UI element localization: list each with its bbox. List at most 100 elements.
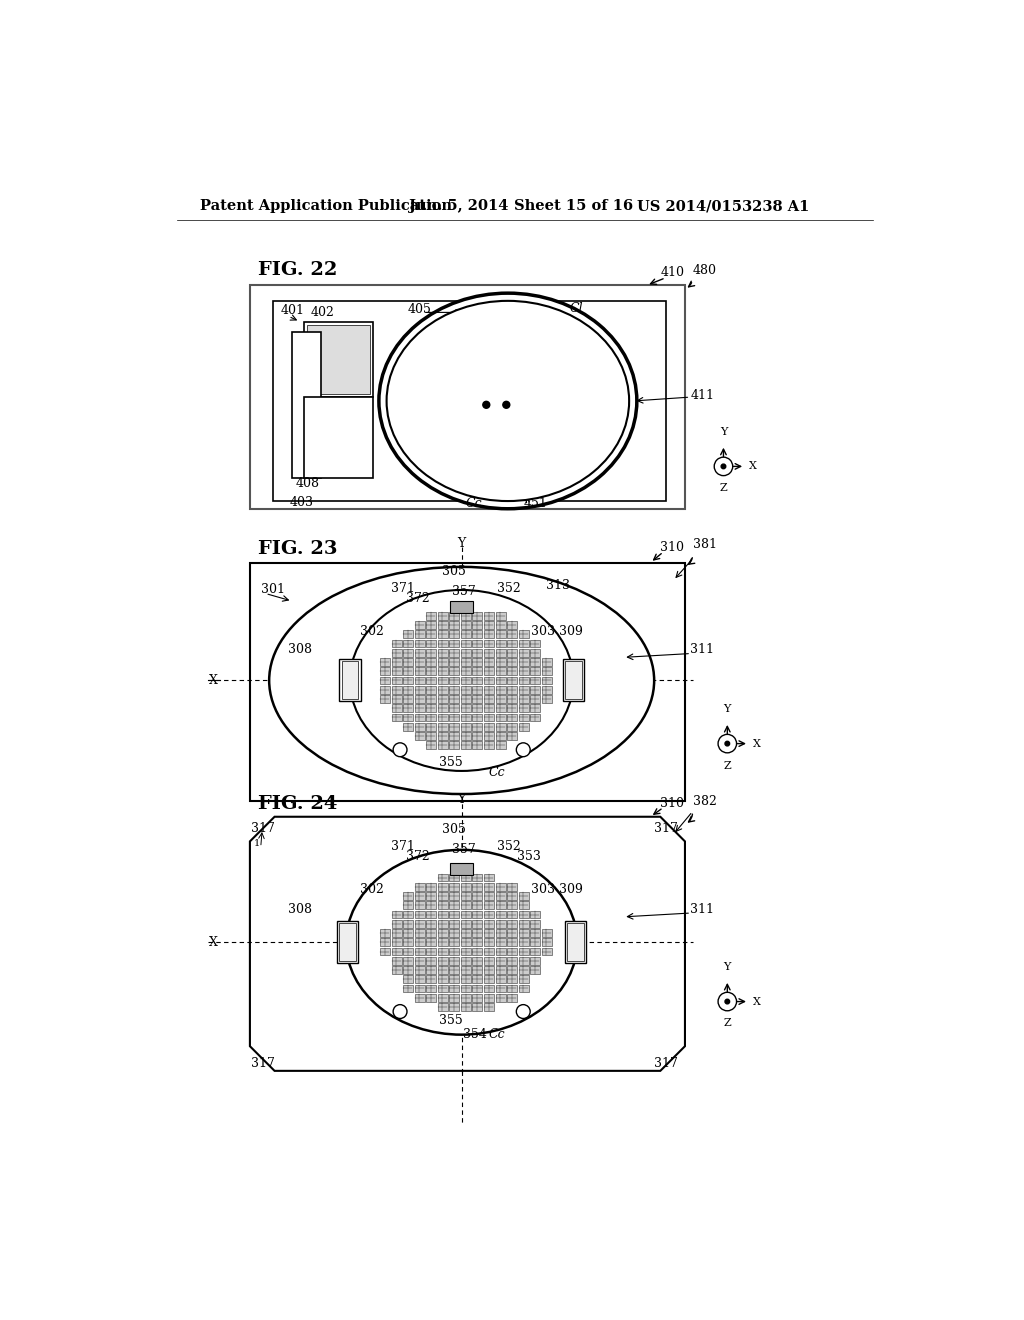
Bar [507,994,517,1002]
Bar [496,948,506,956]
Bar [518,975,528,983]
Bar [415,939,425,946]
Bar [472,723,482,730]
Bar [426,920,436,928]
Bar [484,742,494,748]
Bar [415,994,425,1002]
Bar [426,902,436,909]
Bar [472,668,482,675]
Bar [507,920,517,928]
Text: 401: 401 [281,305,305,317]
Polygon shape [250,817,685,1071]
Bar [484,705,494,711]
Bar [496,957,506,965]
Bar [496,631,506,638]
Text: 372: 372 [407,850,430,863]
Text: Patent Application Publication: Patent Application Publication [200,199,452,213]
Bar [403,659,413,665]
Bar [496,622,506,628]
Bar [339,923,356,961]
Bar [273,301,666,502]
Text: 480: 480 [692,264,717,277]
Bar [472,911,482,919]
Bar [507,686,517,693]
Bar [472,902,482,909]
Bar [496,612,506,619]
Bar [438,723,447,730]
Bar [472,939,482,946]
Bar [461,985,471,993]
Bar [472,985,482,993]
Bar [472,640,482,647]
Bar [484,686,494,693]
Bar [426,723,436,730]
Bar [496,668,506,675]
Bar [426,948,436,956]
Bar [484,929,494,937]
Text: 310: 310 [660,541,684,554]
Bar [518,677,528,684]
Text: Y: Y [724,962,731,973]
Bar [403,911,413,919]
Bar [304,322,373,397]
Bar [426,705,436,711]
Bar [426,883,436,891]
Bar [438,911,447,919]
Bar [496,929,506,937]
Text: 381: 381 [692,539,717,552]
Bar [507,640,517,647]
Bar [391,659,401,665]
Text: X: X [749,462,757,471]
Bar [484,622,494,628]
Bar [438,622,447,628]
Bar [530,677,541,684]
Bar [507,892,517,900]
Bar [472,883,482,891]
Bar [518,911,528,919]
Text: 305: 305 [442,565,466,578]
Bar [450,939,460,946]
Bar [496,902,506,909]
Bar [518,631,528,638]
Bar [391,677,401,684]
Bar [542,677,552,684]
Bar [380,939,390,946]
Bar [450,948,460,956]
Bar [380,696,390,702]
Bar [415,911,425,919]
Bar [450,696,460,702]
Text: 408: 408 [296,477,321,490]
Bar [484,975,494,983]
Bar [472,659,482,665]
Bar [472,714,482,721]
Bar [518,659,528,665]
Bar [507,705,517,711]
Bar [450,668,460,675]
Text: 317: 317 [654,1056,678,1069]
Bar [484,920,494,928]
Bar [403,714,413,721]
Bar [518,892,528,900]
Bar [438,939,447,946]
Circle shape [393,743,407,756]
Text: 382: 382 [692,795,717,808]
Bar [461,677,471,684]
Bar [415,714,425,721]
Bar [461,622,471,628]
Bar [484,631,494,638]
Circle shape [718,734,736,752]
Bar [450,966,460,974]
Bar [380,948,390,956]
Bar [438,966,447,974]
Text: Y: Y [458,537,466,550]
Bar [391,966,401,974]
Bar [507,985,517,993]
Text: 311: 311 [689,643,714,656]
Bar [461,742,471,748]
Bar [530,714,541,721]
Bar [438,733,447,739]
Bar [391,686,401,693]
Bar [461,975,471,983]
Bar [507,714,517,721]
Bar [507,966,517,974]
